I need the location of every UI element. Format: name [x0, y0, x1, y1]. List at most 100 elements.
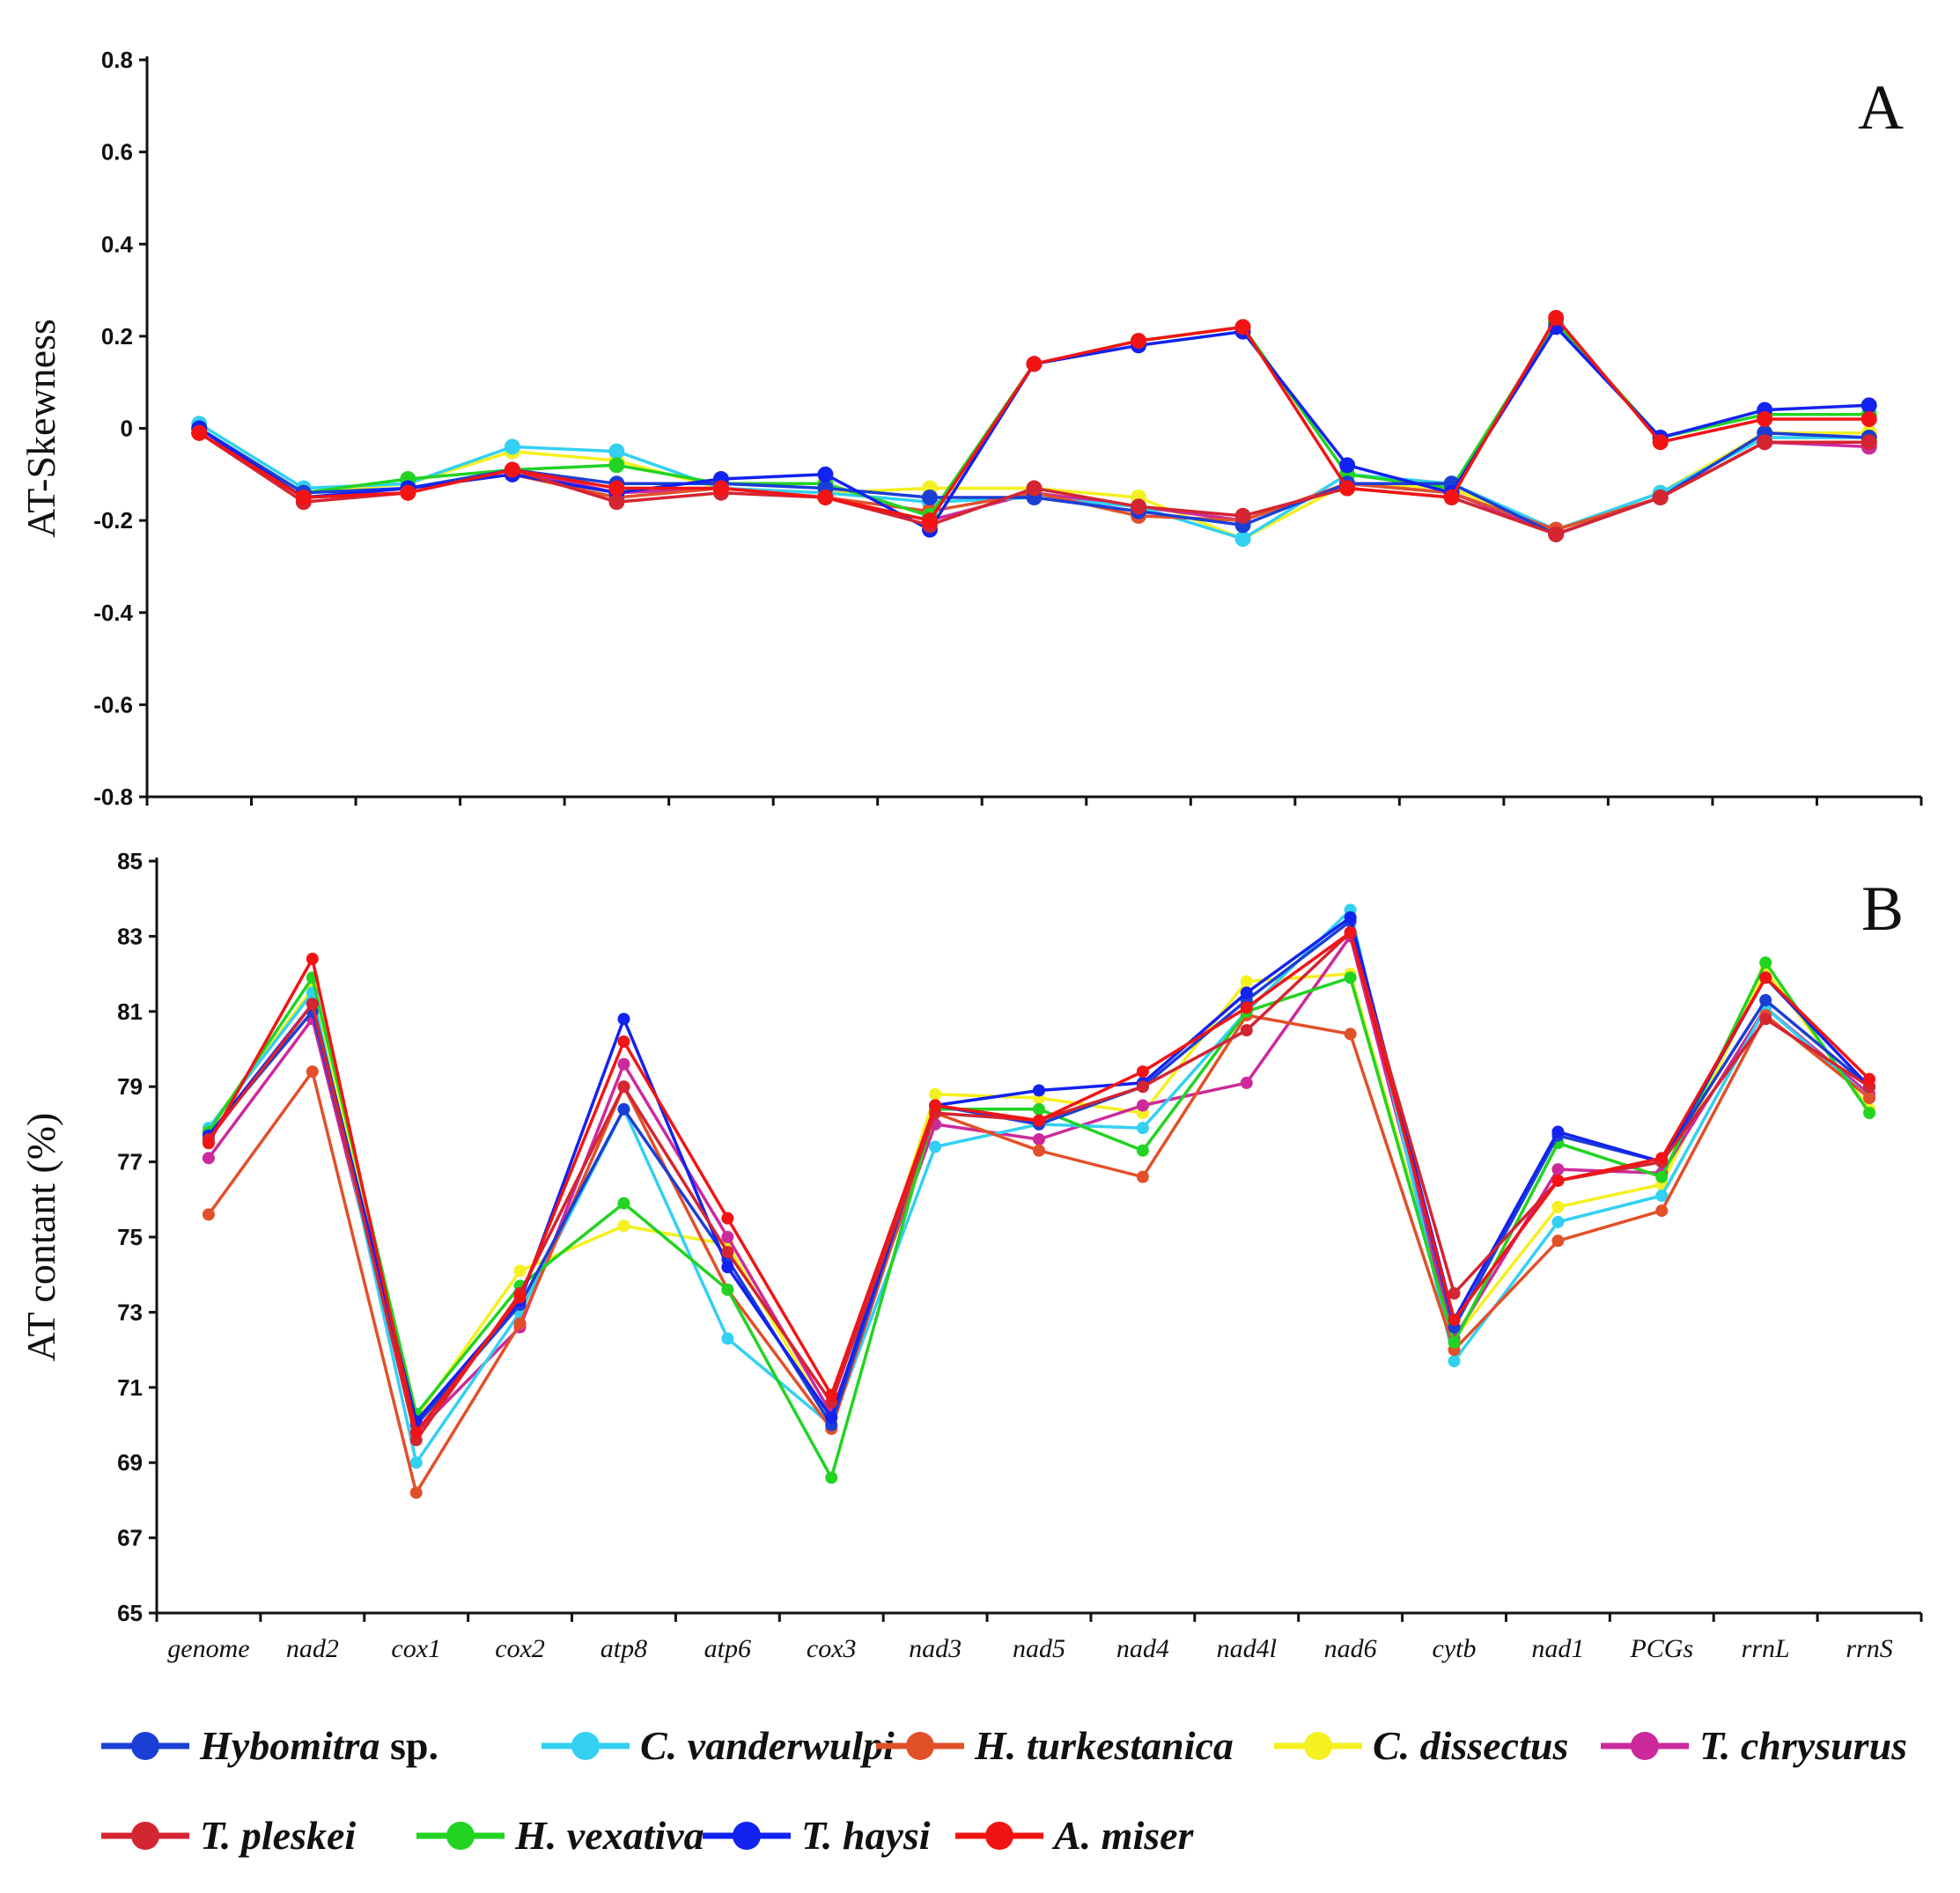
data-point: [1759, 956, 1772, 969]
data-point: [721, 1246, 734, 1259]
y-tick-label: -0.2: [93, 507, 133, 534]
data-point: [1861, 434, 1877, 451]
data-point: [721, 1283, 734, 1296]
y-tick-label: 0.2: [101, 323, 133, 350]
x-tick-label: nad4l: [1217, 1634, 1277, 1663]
data-point: [929, 1087, 942, 1101]
data-point: [617, 1197, 630, 1210]
series-c-dissectus: [202, 963, 1876, 1428]
data-point: [1136, 1170, 1149, 1183]
data-point: [1240, 1024, 1253, 1037]
data-point: [1131, 333, 1147, 350]
data-point: [929, 1140, 942, 1153]
data-point: [1234, 319, 1251, 335]
data-point: [1240, 986, 1253, 999]
data-point: [202, 1152, 215, 1165]
data-point: [721, 1332, 734, 1345]
data-point: [825, 1388, 838, 1402]
data-point: [1344, 911, 1357, 924]
data-point: [1443, 489, 1460, 505]
x-tick-label: nad4: [1116, 1634, 1169, 1663]
legend-item: H. turkestanica: [876, 1723, 1234, 1768]
y-tick-label: 69: [117, 1449, 143, 1476]
data-point: [1136, 1099, 1149, 1112]
data-point: [1551, 1234, 1565, 1248]
data-point: [306, 1065, 319, 1079]
data-point: [1240, 1001, 1253, 1014]
data-point: [617, 1057, 630, 1071]
legend-item: A. miser: [955, 1813, 1195, 1858]
y-tick-label: 73: [117, 1299, 143, 1325]
y-tick-label: 0.6: [101, 139, 133, 166]
data-point: [1026, 356, 1043, 372]
legend-marker: [733, 1822, 761, 1850]
data-point: [1033, 1132, 1045, 1145]
data-point: [1339, 480, 1356, 497]
data-point: [617, 1080, 630, 1094]
data-point: [929, 1099, 942, 1112]
legend-item: T. pleskei: [101, 1813, 356, 1858]
series-a-miser: [191, 309, 1877, 529]
data-point: [1655, 1190, 1669, 1203]
data-point: [1655, 1152, 1669, 1165]
y-tick-label: 0.8: [101, 47, 133, 73]
data-point: [617, 1035, 630, 1048]
y-tick-label: -0.6: [93, 691, 133, 718]
data-point: [1448, 1354, 1461, 1367]
panel-a-at-skewness-chart: 0.8 0.6 0.4 0.2 0 -0.2 -0.4 -0.6 -0.8 AT-Skewness…: [18, 47, 1923, 810]
data-point: [409, 1456, 423, 1469]
data-point: [1759, 1013, 1772, 1026]
data-point: [1339, 457, 1356, 474]
data-point: [1551, 1174, 1565, 1187]
data-point: [825, 1411, 838, 1424]
data-point: [1448, 1313, 1461, 1326]
data-point: [1757, 434, 1773, 451]
legend-marker: [1304, 1732, 1332, 1760]
data-point: [1655, 1170, 1669, 1183]
x-tick-label: atp8: [601, 1634, 647, 1663]
data-point: [721, 1231, 734, 1243]
data-point: [1240, 975, 1253, 988]
x-tick-label: PCGs: [1629, 1634, 1693, 1663]
legend-item: Hybomitra sp.: [101, 1723, 438, 1768]
data-point: [504, 461, 520, 478]
data-point: [409, 1486, 423, 1499]
y-axis-title: AT-Skewness: [18, 319, 63, 538]
y-tick-label: 0.4: [101, 231, 134, 257]
data-point: [1234, 507, 1251, 524]
data-point: [306, 953, 319, 966]
panel-b-at-content-chart: 85 83 81 79 77 75 73 71 69 67 65 genome nad2 cox1 cox2…: [18, 848, 1923, 1663]
data-point: [721, 1261, 734, 1274]
data-point: [608, 457, 625, 474]
data-point: [1344, 971, 1357, 984]
data-point: [1448, 1336, 1461, 1349]
data-point: [1551, 1215, 1565, 1228]
data-point: [191, 424, 208, 441]
y-tick-label: 81: [117, 998, 143, 1025]
legend-label: H. vexativa: [514, 1813, 704, 1858]
data-point: [1033, 1114, 1045, 1127]
data-point: [1655, 1204, 1669, 1218]
data-point: [1344, 926, 1357, 939]
data-point: [1240, 1076, 1253, 1089]
series-a-miser: [202, 926, 1876, 1440]
data-point: [1448, 1287, 1461, 1300]
legend-label: T. pleskei: [200, 1813, 356, 1858]
data-point: [1863, 1092, 1876, 1105]
x-tick-label: cox3: [807, 1634, 857, 1663]
data-point: [608, 480, 625, 497]
data-point: [921, 512, 938, 529]
data-point: [295, 489, 312, 505]
x-tick-label: nad3: [909, 1634, 962, 1663]
legend-marker: [906, 1732, 934, 1760]
series-line: [207, 969, 1871, 1423]
x-tick-label: nad1: [1531, 1634, 1584, 1663]
data-point: [1551, 1200, 1565, 1213]
legend-marker: [985, 1822, 1013, 1850]
data-point: [1757, 411, 1773, 428]
data-point: [617, 1013, 630, 1026]
x-tick-label: nad2: [286, 1634, 339, 1663]
data-point: [1033, 1084, 1045, 1097]
data-point: [1344, 1028, 1357, 1041]
data-point: [1136, 1144, 1149, 1157]
